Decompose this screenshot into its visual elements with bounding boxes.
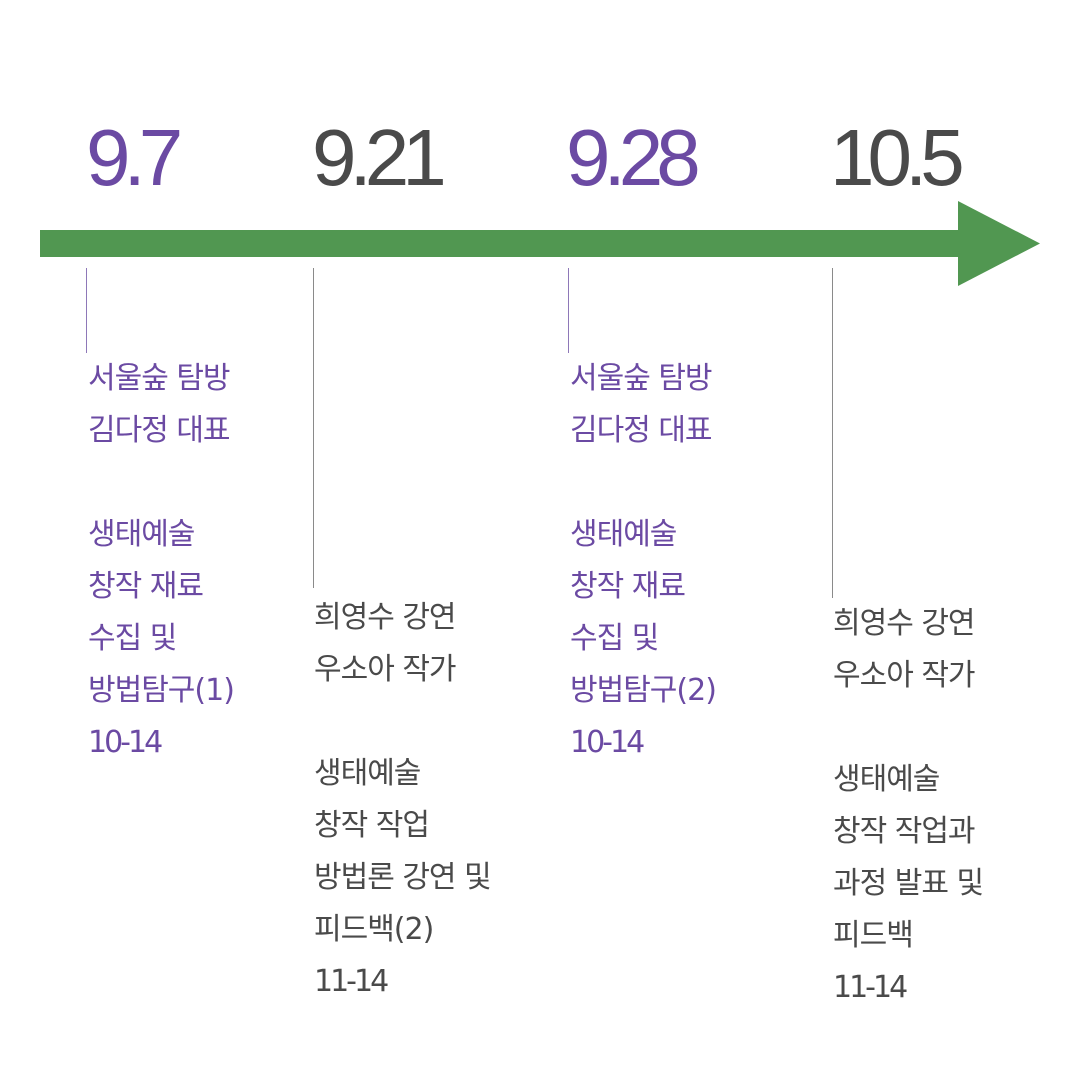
lecture-line: 서울숲 탐방 — [570, 353, 810, 405]
topic-line: 방법탐구(1) — [88, 665, 328, 717]
tick-line-3 — [568, 268, 569, 353]
time-range: 10-14 — [570, 717, 810, 769]
topic-line: 방법탐구(2) — [570, 665, 810, 717]
timeline-arrow-shaft — [40, 230, 962, 257]
lecture-line: 우소아 작가 — [833, 650, 1073, 702]
tick-line-4 — [832, 268, 833, 598]
lecture-line: 김다정 대표 — [88, 405, 328, 457]
lecture-line: 우소아 작가 — [314, 644, 554, 696]
topic-line: 생태예술 — [833, 754, 1073, 806]
topic-line: 피드백(2) — [314, 904, 554, 956]
timeline-arrow-head — [958, 201, 1040, 286]
tick-line-1 — [86, 268, 87, 353]
lecture-line: 김다정 대표 — [570, 405, 810, 457]
topic-line: 피드백 — [833, 910, 1073, 962]
date-label-4: 10.5 — [830, 118, 958, 198]
date-label-2: 9.21 — [312, 118, 440, 198]
time-range: 11-14 — [833, 962, 1073, 1014]
date-label-1: 9.7 — [86, 118, 176, 198]
event-block-4: 희영수 강연 우소아 작가 생태예술 창작 작업과 과정 발표 및 피드백 11… — [833, 598, 1073, 1014]
topic-line: 창작 작업 — [314, 800, 554, 852]
topic-line: 생태예술 — [88, 509, 328, 561]
topic-line: 창작 재료 — [88, 561, 328, 613]
event-block-3: 서울숲 탐방 김다정 대표 생태예술 창작 재료 수집 및 방법탐구(2) 10… — [570, 353, 810, 769]
topic-line: 창작 작업과 — [833, 806, 1073, 858]
topic-line: 창작 재료 — [570, 561, 810, 613]
topic-line: 방법론 강연 및 — [314, 852, 554, 904]
time-range: 11-14 — [314, 956, 554, 1008]
topic-line: 생태예술 — [570, 509, 810, 561]
topic-line: 수집 및 — [88, 613, 328, 665]
event-block-2: 희영수 강연 우소아 작가 생태예술 창작 작업 방법론 강연 및 피드백(2)… — [314, 592, 554, 1008]
topic-line: 수집 및 — [570, 613, 810, 665]
lecture-line: 희영수 강연 — [314, 592, 554, 644]
lecture-line: 희영수 강연 — [833, 598, 1073, 650]
timeline-arrow — [0, 195, 1081, 295]
topic-line: 과정 발표 및 — [833, 858, 1073, 910]
topic-line: 생태예술 — [314, 748, 554, 800]
date-label-3: 9.28 — [566, 118, 694, 198]
event-block-1: 서울숲 탐방 김다정 대표 생태예술 창작 재료 수집 및 방법탐구(1) 10… — [88, 353, 328, 769]
lecture-line: 서울숲 탐방 — [88, 353, 328, 405]
time-range: 10-14 — [88, 717, 328, 769]
